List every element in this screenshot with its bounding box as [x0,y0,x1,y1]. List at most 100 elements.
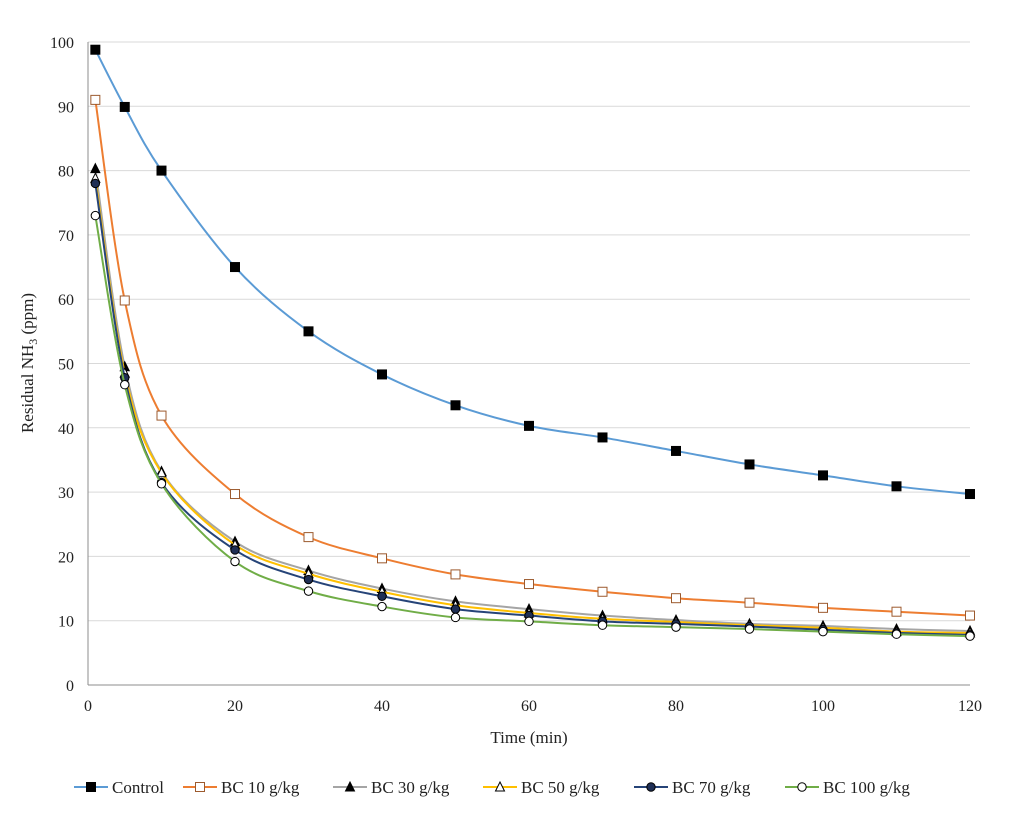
x-tick-label: 40 [374,698,390,715]
y-axis-label-tail: (ppm) [18,293,37,339]
data-point-marker [230,556,240,567]
axes: 0 10 20 30 40 50 60 70 80 90 100 0 20 40 60 80 100 120 [50,35,982,715]
data-point-marker [195,782,205,792]
data-point-marker [450,569,461,580]
series-bc-70-g-kg [90,178,975,640]
data-point-marker [671,445,681,456]
y-tick-label: 90 [58,99,74,116]
legend-item: BC 50 g/kg [483,778,600,797]
legend-item: Control [74,778,164,797]
y-tick-label: 80 [58,164,74,181]
y-tick-label: 70 [58,228,74,245]
x-axis-label: Time (min) [490,728,567,747]
y-tick-label: 60 [58,292,74,309]
legend-label: BC 100 g/kg [823,778,910,797]
data-point-marker [90,162,101,174]
data-point-marker [965,610,975,621]
data-point-marker [818,470,828,481]
legend-label: Control [112,778,164,797]
data-point-marker [450,400,461,411]
legend-item: BC 30 g/kg [333,778,450,797]
data-point-marker [90,94,101,105]
legend-item: BC 70 g/kg [634,778,751,797]
series-line [94,49,971,496]
data-point-marker [891,629,902,639]
data-point-marker [744,597,755,608]
data-point-marker [344,780,356,792]
data-point-marker [965,489,975,500]
data-point-marker [744,459,755,470]
data-point-marker [818,602,828,613]
legend: Control BC 10 g/kg BC 30 g/kg BC 50 g/kg BC … [74,778,910,797]
x-tick-label: 0 [84,698,92,715]
data-point-marker [597,620,608,630]
data-point-marker [377,601,387,612]
data-point-marker [230,262,240,273]
legend-label: BC 70 g/kg [672,778,751,797]
data-point-marker [965,631,975,641]
data-point-marker [86,782,96,792]
data-point-marker [156,466,167,478]
data-point-marker [119,295,130,306]
data-point-marker [377,369,387,380]
data-point-marker [156,165,167,176]
x-tick-label: 80 [668,698,684,715]
y-axis-label: Residual NH3 (ppm) [18,293,40,433]
data-point-marker [303,574,314,585]
y-tick-label: 10 [58,614,74,631]
data-point-marker [818,626,828,637]
y-tick-label: 20 [58,549,74,566]
legend-label: BC 50 g/kg [521,778,600,797]
x-tick-label: 60 [521,698,537,715]
legend-item: BC 100 g/kg [785,778,910,797]
series-bc-50-g-kg [90,172,976,638]
data-point-marker [90,210,101,221]
series-bc-100-g-kg [90,210,975,641]
data-point-marker [230,489,240,500]
series-line [94,178,971,634]
data-point-marker [797,782,807,792]
data-point-marker [450,604,461,614]
data-point-marker [597,586,608,597]
data-point-marker [303,532,314,543]
data-point-marker [303,586,314,596]
data-point-marker [671,622,681,632]
y-axis-label-main: Residual NH [18,345,37,433]
y-tick-label: 30 [58,485,74,502]
x-tick-label: 120 [958,698,982,715]
y-tick-label: 100 [50,35,74,52]
data-point-marker [303,326,314,337]
data-point-marker [90,178,101,189]
series-control [90,44,975,500]
legend-item: BC 10 g/kg [183,778,300,797]
data-point-marker [156,479,167,489]
data-point-marker [119,101,130,112]
data-point-marker [597,432,608,443]
data-point-marker [230,545,240,555]
x-tick-label: 20 [227,698,243,715]
series-bc-10-g-kg [90,94,975,621]
y-tick-label: 0 [66,678,74,695]
data-point-marker [524,616,534,627]
data-point-marker [646,782,656,792]
series-group [90,44,976,641]
series-bc-30-g-kg [90,162,976,636]
data-point-marker [120,380,130,390]
y-tick-label: 40 [58,421,74,438]
data-point-marker [377,553,387,564]
legend-label: BC 10 g/kg [221,778,300,797]
data-point-marker [524,579,534,590]
legend-label: BC 30 g/kg [371,778,450,797]
series-line [94,168,971,632]
data-point-marker [450,612,461,623]
data-point-marker [891,481,902,492]
data-point-marker [377,591,387,601]
data-point-marker [524,420,534,431]
y-tick-label: 50 [58,357,74,374]
data-point-marker [90,44,101,55]
y-axis-label-sub: 3 [26,339,40,345]
data-point-marker [671,593,681,604]
data-point-marker [156,410,167,421]
x-tick-label: 100 [811,698,835,715]
